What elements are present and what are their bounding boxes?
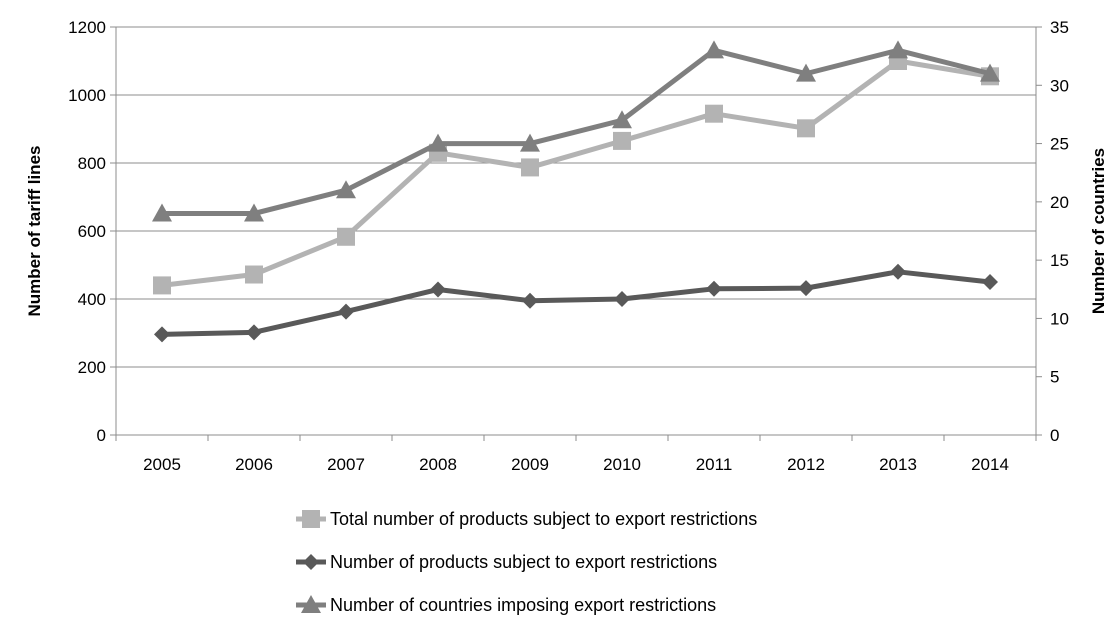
legend-marker [301, 595, 321, 613]
left-tick-label: 1000 [68, 86, 106, 105]
data-point [430, 281, 446, 298]
legend: Total number of products subject to expo… [296, 509, 757, 615]
data-point [337, 227, 355, 246]
left-tick-label: 400 [78, 290, 106, 309]
data-point [246, 324, 262, 341]
data-point [980, 63, 1000, 82]
legend-label: Number of countries imposing export rest… [330, 595, 716, 615]
series-layer [152, 40, 1000, 343]
data-point [152, 203, 172, 222]
left-tick-label: 1200 [68, 18, 106, 37]
x-tick-label: 2008 [419, 455, 457, 474]
x-tick-label: 2006 [235, 455, 273, 474]
left-tick-label: 800 [78, 154, 106, 173]
right-tick-label: 35 [1050, 18, 1069, 37]
series-line [161, 58, 991, 288]
left-axis-ticks: 0 200 400 600 800 1000 1200 [68, 18, 116, 445]
data-point [522, 292, 538, 309]
x-tick-label: 2005 [143, 455, 181, 474]
data-point [706, 280, 722, 297]
left-tick-label: 0 [97, 426, 106, 445]
data-point [796, 63, 816, 82]
right-tick-label: 15 [1050, 251, 1069, 270]
legend-item: Number of countries imposing export rest… [296, 595, 716, 615]
data-point [890, 263, 906, 280]
right-tick-label: 25 [1050, 135, 1069, 154]
gridlines [116, 26, 1036, 368]
right-tick-label: 5 [1050, 368, 1059, 387]
data-point [428, 133, 448, 152]
series-line [161, 269, 991, 337]
left-axis-title: Number of tariff lines [25, 146, 44, 317]
series-1 [153, 52, 999, 295]
data-point [612, 110, 632, 129]
data-point [704, 40, 724, 59]
x-tick-label: 2012 [787, 455, 825, 474]
x-tick-label: 2007 [327, 455, 365, 474]
legend-marker [302, 510, 320, 528]
data-point [153, 276, 171, 295]
right-tick-label: 0 [1050, 426, 1059, 445]
legend-label: Total number of products subject to expo… [330, 509, 757, 529]
right-axis-ticks: 0 5 10 15 20 25 30 35 [1036, 18, 1069, 445]
legend-marker [303, 554, 319, 570]
right-tick-label: 10 [1050, 309, 1069, 328]
data-point [798, 280, 814, 297]
x-tick-label: 2013 [879, 455, 917, 474]
x-tick-label: 2009 [511, 455, 549, 474]
data-point [245, 265, 263, 284]
x-tick-label: 2011 [696, 455, 733, 474]
data-point [244, 203, 264, 222]
left-tick-label: 200 [78, 358, 106, 377]
data-point [336, 180, 356, 199]
data-point [338, 303, 354, 320]
series-line [162, 47, 991, 217]
data-point [614, 291, 630, 307]
x-axis-ticks: 2005 2006 2007 2008 2009 2010 2011 2012 2013 2014 [115, 435, 1037, 474]
series-3 [152, 40, 1000, 222]
series-2 [154, 263, 998, 343]
right-axis-title: Number of countries [1089, 148, 1108, 314]
data-point [982, 274, 998, 290]
legend-item: Number of products subject to export res… [296, 552, 717, 572]
data-point [613, 131, 631, 150]
data-point [520, 133, 540, 152]
right-tick-label: 30 [1050, 76, 1069, 95]
legend-label: Number of products subject to export res… [330, 552, 717, 572]
data-point [888, 40, 908, 59]
data-point [705, 104, 723, 123]
data-point [797, 119, 815, 138]
data-point [521, 158, 539, 177]
right-tick-label: 20 [1050, 193, 1069, 212]
legend-item: Total number of products subject to expo… [296, 509, 757, 529]
data-point [154, 326, 170, 343]
x-tick-label: 2010 [603, 455, 641, 474]
left-tick-label: 600 [78, 222, 106, 241]
x-tick-label: 2014 [971, 455, 1009, 474]
